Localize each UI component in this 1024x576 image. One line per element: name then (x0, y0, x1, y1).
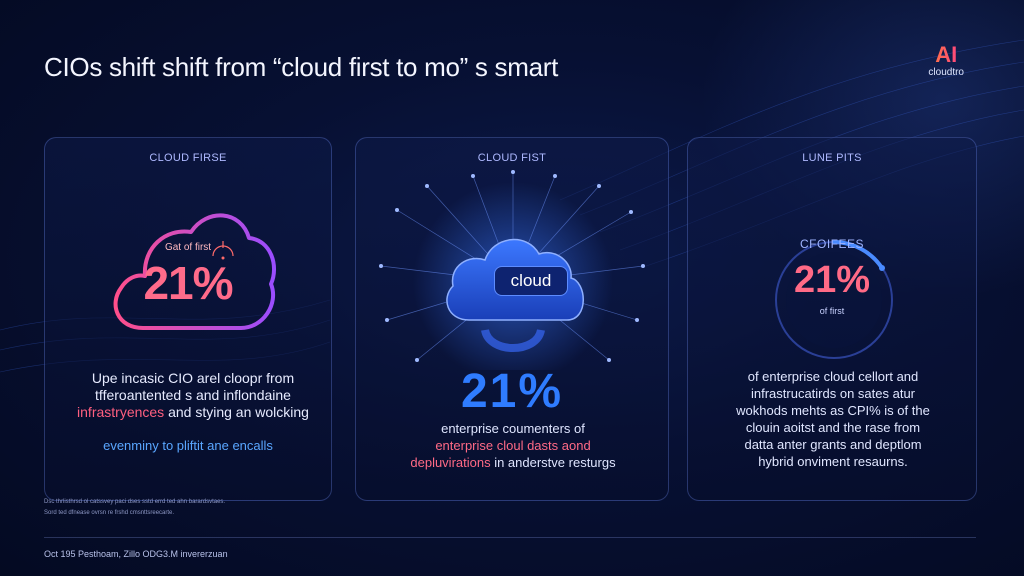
description-text: and stying an wolcking (164, 404, 309, 420)
brand-logo: AI cloudtro (928, 44, 964, 79)
logo-wordmark: cloudtro (928, 67, 964, 78)
description-line: depluvirations in anderstve resturgs (376, 454, 650, 471)
description-line: Upe incasic CIO arel cloopr from (91, 370, 295, 386)
page-title: CIOs shift shift from “cloud first to mo… (44, 52, 559, 82)
card-title: CLOUD FIRSE (149, 152, 227, 164)
card-title: CLOUD FIST (477, 152, 547, 164)
cloud-label-chip: cloud (494, 266, 568, 296)
description-line: infrastrucatirds on sates atur (750, 386, 916, 401)
description-line: clouin aoitst and the rase from (745, 420, 921, 435)
stat-value: 21% (460, 365, 564, 418)
ring-label-top: CFOIFEES (799, 237, 864, 251)
highlighted-text: infrastryences (77, 404, 165, 420)
card-description: Upe incasic CIO arel cloopr from tfferoa… (73, 370, 313, 421)
highlighted-text: depluvirations (410, 455, 491, 470)
stat-card-cloud-fist: CLOUD FIST (355, 137, 669, 501)
stat-caption: Gat of first (164, 242, 212, 253)
stat-value: 21% (793, 259, 871, 301)
description-line: datta anter grants and deptlom (744, 437, 922, 452)
highlighted-text: enterprise cloul dasts aond (435, 438, 591, 453)
description-line: of enterprise cloud cellort and (747, 369, 919, 384)
card-description: of enterprise cloud cellort and infrastr… (706, 368, 960, 470)
stat-card-cloud-first: CLOUD FIRSE Gat of first 21% Upe incasic… (44, 137, 332, 501)
progress-ring-graphic (775, 240, 893, 359)
source-citation: Oct 195 Pesthoam, Zillo ODG3.M invererzu… (44, 549, 228, 559)
card-title: LUNE PITS (802, 152, 862, 164)
footnote-line: Sord ted dfnease ovrsn re frshd cmsnttsr… (44, 510, 175, 516)
description-line: tfferoantented s and inflondaine (95, 387, 291, 403)
footnote-line: Dsc thrlisthrsd ol catssvey paci dses ss… (44, 499, 226, 505)
description-line: infrastryences and stying an wolcking (73, 404, 313, 421)
ring-label-bottom: of first (819, 306, 845, 316)
logo-mark: AI (928, 44, 964, 66)
description-line: enterprise coumenters of (441, 421, 585, 436)
description-line: hybrid onviment resaurns. (758, 454, 908, 469)
description-text: in anderstve resturgs (490, 455, 616, 470)
footer-divider (44, 537, 976, 538)
stat-card-lune-pits: LUNE PITS CFOIFEES 21% of first of enter… (687, 137, 977, 501)
gradient-cloud-icon (113, 213, 276, 330)
footnote: Dsc thrlisthrsd ol catssvey paci dses ss… (44, 497, 344, 519)
description-line: wokhods mehts as CPI% is of the (736, 403, 930, 418)
accent-line: evenminy to pliftit ane encalls (103, 438, 273, 453)
stat-value: 21% (143, 257, 233, 309)
card-description: enterprise coumenters of enterprise clou… (376, 420, 650, 471)
